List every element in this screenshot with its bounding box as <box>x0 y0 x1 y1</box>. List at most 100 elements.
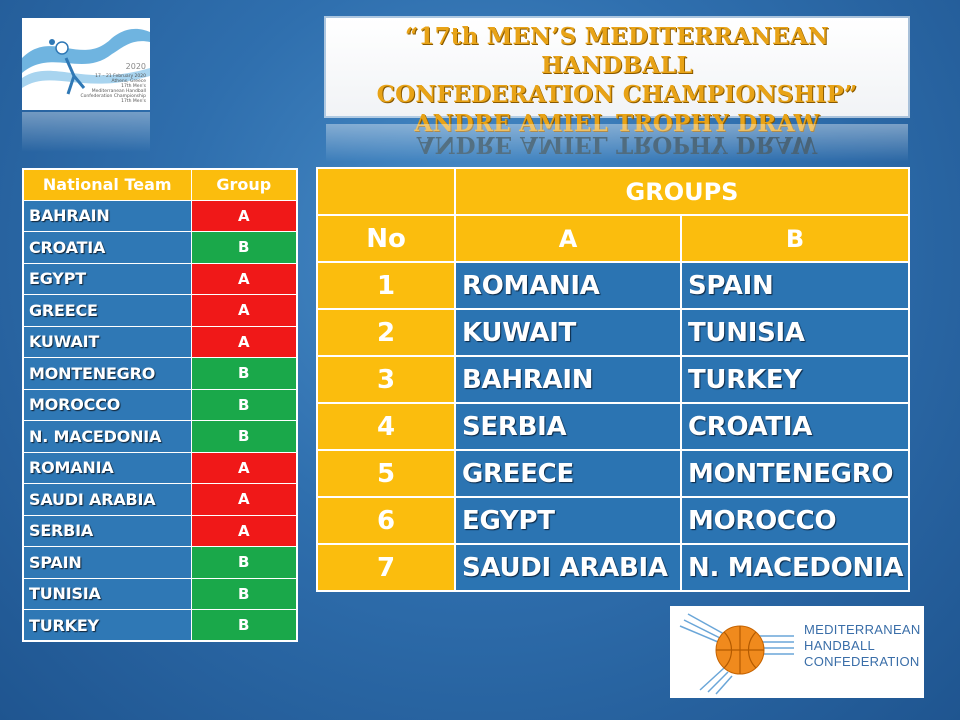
groups-row: 7 SAUDI ARABIA N. MACEDONIA <box>316 543 910 592</box>
title-line-1: “17th MEN’S MEDITERRANEAN HANDBALL <box>404 23 830 79</box>
header-group: Group <box>190 168 298 201</box>
team-group-badge: A <box>190 451 298 484</box>
team-table-body: BAHRAIN A CROATIA B EGYPT A GREECE A KUWAIT A MONT… <box>22 199 298 642</box>
team-row: MOROCCO B <box>22 388 298 421</box>
team-name: GREECE <box>22 294 192 327</box>
group-b-team: MOROCCO <box>680 496 910 545</box>
team-group-badge: A <box>190 325 298 358</box>
team-group-badge: A <box>190 294 298 327</box>
team-group-badge: A <box>190 262 298 295</box>
team-group-badge: A <box>190 199 298 232</box>
title-banner: “17th MEN’S MEDITERRANEAN HANDBALL CONFE… <box>326 18 908 137</box>
row-number: 1 <box>316 261 456 310</box>
groups-row: 6 EGYPT MOROCCO <box>316 496 910 545</box>
team-group-badge: B <box>190 577 298 610</box>
team-name: KUWAIT <box>22 325 192 358</box>
groups-row: 2 KUWAIT TUNISIA <box>316 308 910 357</box>
team-name: SPAIN <box>22 546 192 579</box>
mhc-line-3: CONFEDERATION <box>804 654 920 669</box>
team-name: N. MACEDONIA <box>22 420 192 453</box>
mhc-line-2: HANDBALL <box>804 638 876 653</box>
row-number: 7 <box>316 543 456 592</box>
team-row: CROATIA B <box>22 231 298 264</box>
groups-row: 3 BAHRAIN TURKEY <box>316 355 910 404</box>
group-b-team: SPAIN <box>680 261 910 310</box>
team-row: SERBIA A <box>22 514 298 547</box>
header-national-team: National Team <box>22 168 192 201</box>
handball-ball-icon <box>679 613 794 695</box>
title-reflection-text: ANDRE AMIEL TROPHY DRAW <box>416 131 818 158</box>
team-row: BAHRAIN A <box>22 199 298 232</box>
team-group-badge: A <box>190 514 298 547</box>
mhc-logo-text: MEDITERRANEAN HANDBALL CONFEDERATION <box>804 622 921 670</box>
mhc-line-1: MEDITERRANEAN <box>804 622 921 637</box>
team-name: TURKEY <box>22 609 192 642</box>
group-b-team: TUNISIA <box>680 308 910 357</box>
team-group-badge: B <box>190 420 298 453</box>
groups-subheader-row: No A B <box>316 214 910 263</box>
groups-row: 4 SERBIA CROATIA <box>316 402 910 451</box>
team-name: MOROCCO <box>22 388 192 421</box>
team-name: TUNISIA <box>22 577 192 610</box>
team-group-badge: B <box>190 546 298 579</box>
event-logo-year: 2020 <box>125 62 146 71</box>
team-row: SAUDI ARABIA A <box>22 483 298 516</box>
row-number: 2 <box>316 308 456 357</box>
team-name: CROATIA <box>22 231 192 264</box>
team-group-badge: B <box>190 388 298 421</box>
group-b-team: CROATIA <box>680 402 910 451</box>
team-row: N. MACEDONIA B <box>22 420 298 453</box>
team-group-badge: B <box>190 357 298 390</box>
no-header: No <box>316 214 456 263</box>
groups-corner-cell <box>316 167 456 216</box>
event-logo: 2020 17 – 21 February 2020 Athens, Greec… <box>22 18 150 110</box>
team-group-badge: B <box>190 231 298 264</box>
team-row: GREECE A <box>22 294 298 327</box>
group-a-team: BAHRAIN <box>454 355 682 404</box>
event-logo-caption: 17 – 21 February 2020 Athens, Greece 17t… <box>80 74 146 104</box>
groups-row: 5 GREECE MONTENEGRO <box>316 449 910 498</box>
groups-table: GROUPS No A B 1 ROMANIA SPAIN 2 KUWAIT TUNISI… <box>316 167 910 592</box>
team-group-badge: A <box>190 483 298 516</box>
groups-title: GROUPS <box>454 167 910 216</box>
group-b-team: MONTENEGRO <box>680 449 910 498</box>
group-a-team: EGYPT <box>454 496 682 545</box>
row-number: 6 <box>316 496 456 545</box>
team-table-header: National Team Group <box>22 168 298 201</box>
groups-row: 1 ROMANIA SPAIN <box>316 261 910 310</box>
title-line-3: ANDRE AMIEL TROPHY DRAW <box>414 110 820 137</box>
mhc-logo: MEDITERRANEAN HANDBALL CONFEDERATION <box>670 606 924 698</box>
team-row: SPAIN B <box>22 546 298 579</box>
team-name: ROMANIA <box>22 451 192 484</box>
team-name: SERBIA <box>22 514 192 547</box>
team-row: TURKEY B <box>22 609 298 642</box>
group-a-team: SERBIA <box>454 402 682 451</box>
event-logo-icon <box>22 28 150 95</box>
event-logo-reflection <box>22 112 150 152</box>
team-row: MONTENEGRO B <box>22 357 298 390</box>
groups-header-row: GROUPS <box>316 167 910 216</box>
group-b-team: N. MACEDONIA <box>680 543 910 592</box>
team-row: TUNISIA B <box>22 577 298 610</box>
row-number: 3 <box>316 355 456 404</box>
team-row: KUWAIT A <box>22 325 298 358</box>
group-b-header: B <box>680 214 910 263</box>
group-b-team: TURKEY <box>680 355 910 404</box>
team-group-badge: B <box>190 609 298 642</box>
group-a-team: KUWAIT <box>454 308 682 357</box>
team-name: SAUDI ARABIA <box>22 483 192 516</box>
team-name: BAHRAIN <box>22 199 192 232</box>
group-a-team: ROMANIA <box>454 261 682 310</box>
team-row: ROMANIA A <box>22 451 298 484</box>
team-name: MONTENEGRO <box>22 357 192 390</box>
team-group-table: National Team Group BAHRAIN A CROATIA B EGYP… <box>22 168 298 642</box>
title-line-2: CONFEDERATION CHAMPIONSHIP” <box>376 81 858 108</box>
title-reflection: ANDRE AMIEL TROPHY DRAW <box>326 124 908 162</box>
group-a-team: SAUDI ARABIA <box>454 543 682 592</box>
group-a-team: GREECE <box>454 449 682 498</box>
team-row: EGYPT A <box>22 262 298 295</box>
row-number: 5 <box>316 449 456 498</box>
team-name: EGYPT <box>22 262 192 295</box>
group-a-header: A <box>454 214 682 263</box>
row-number: 4 <box>316 402 456 451</box>
